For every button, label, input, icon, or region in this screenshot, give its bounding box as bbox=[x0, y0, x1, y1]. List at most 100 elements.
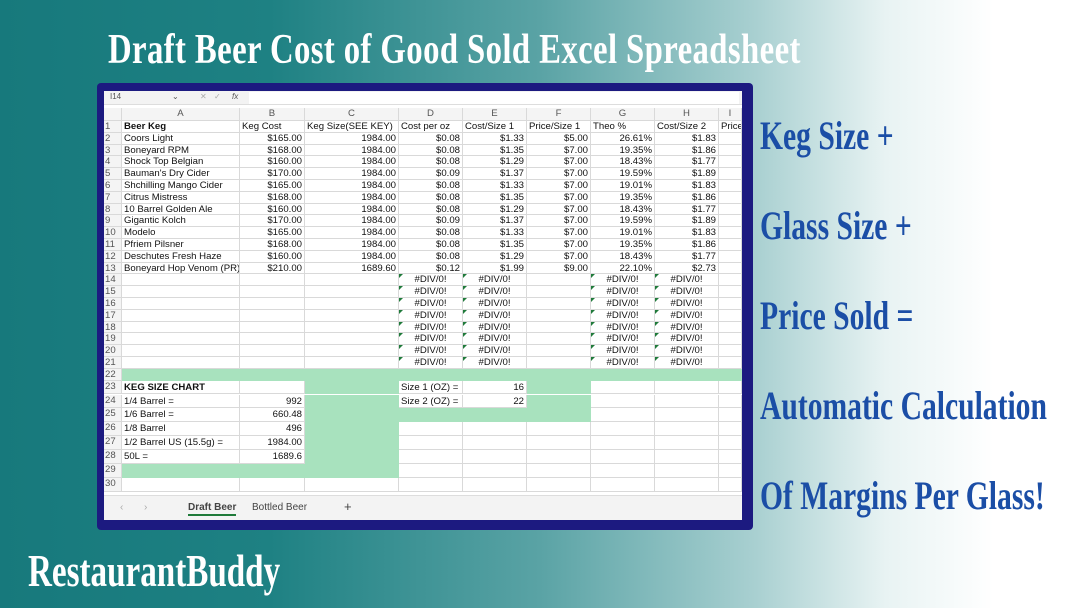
cell-d27[interactable] bbox=[399, 436, 463, 451]
row-header[interactable]: 19 bbox=[104, 333, 122, 346]
cell-i19[interactable] bbox=[719, 333, 742, 346]
cell-c27[interactable] bbox=[305, 436, 399, 451]
cell-e17[interactable]: #DIV/0! bbox=[463, 309, 527, 322]
cell-d30[interactable] bbox=[399, 477, 463, 492]
chevron-down-icon[interactable]: ⌄ bbox=[172, 92, 179, 101]
cell-i15[interactable] bbox=[719, 286, 742, 298]
cell-f30[interactable] bbox=[527, 477, 591, 492]
cell-b23[interactable] bbox=[240, 380, 305, 395]
cell-h24[interactable] bbox=[655, 394, 719, 409]
cell-i16[interactable] bbox=[719, 298, 742, 310]
cell-c20[interactable] bbox=[305, 345, 399, 357]
name-box[interactable]: I14 bbox=[110, 92, 122, 101]
cell-b17[interactable] bbox=[240, 309, 305, 322]
cell-d12[interactable]: $0.08 bbox=[399, 250, 463, 263]
cell-a29[interactable] bbox=[122, 464, 240, 478]
cell-e5[interactable]: $1.37 bbox=[463, 168, 527, 180]
cell-h10[interactable]: $1.83 bbox=[655, 227, 719, 239]
cell-d17[interactable]: #DIV/0! bbox=[399, 309, 463, 322]
cell-g3[interactable]: 19.35% bbox=[591, 144, 655, 157]
cell-c14[interactable] bbox=[305, 274, 399, 287]
cell-f2[interactable]: $5.00 bbox=[527, 132, 591, 145]
cell-g4[interactable]: 18.43% bbox=[591, 156, 655, 169]
cell-g26[interactable] bbox=[591, 422, 655, 437]
cell-f11[interactable]: $7.00 bbox=[527, 239, 591, 251]
cell-d22[interactable] bbox=[399, 368, 463, 381]
cell-b5[interactable]: $170.00 bbox=[240, 168, 305, 180]
cell-d8[interactable]: $0.08 bbox=[399, 203, 463, 216]
row-header[interactable]: 10 bbox=[104, 227, 122, 239]
cell-b27[interactable]: 1984.00 bbox=[240, 436, 305, 451]
cell-i14[interactable] bbox=[719, 274, 742, 287]
row-header[interactable]: 29 bbox=[104, 464, 122, 478]
cell-e29[interactable] bbox=[463, 464, 527, 478]
confirm-icon[interactable]: ✓ bbox=[214, 92, 221, 101]
cell-b14[interactable] bbox=[240, 274, 305, 287]
cell-i20[interactable] bbox=[719, 345, 742, 357]
cell-f28[interactable] bbox=[527, 450, 591, 464]
row-header[interactable]: 15 bbox=[104, 286, 122, 298]
cell-c10[interactable]: 1984.00 bbox=[305, 227, 399, 239]
row-header[interactable]: 8 bbox=[104, 203, 122, 216]
cell-f27[interactable] bbox=[527, 436, 591, 451]
cell-c7[interactable]: 1984.00 bbox=[305, 191, 399, 204]
row-header[interactable]: 9 bbox=[104, 215, 122, 228]
cell-h25[interactable] bbox=[655, 408, 719, 423]
cell-h15[interactable]: #DIV/0! bbox=[655, 286, 719, 298]
cell-h2[interactable]: $1.83 bbox=[655, 132, 719, 145]
cell-c28[interactable] bbox=[305, 450, 399, 464]
column-header-g[interactable]: G bbox=[591, 108, 655, 121]
cell-d15[interactable]: #DIV/0! bbox=[399, 286, 463, 298]
cell-e22[interactable] bbox=[463, 368, 527, 381]
cell-h19[interactable]: #DIV/0! bbox=[655, 333, 719, 346]
cell-i29[interactable] bbox=[719, 464, 742, 478]
cell-h5[interactable]: $1.89 bbox=[655, 168, 719, 180]
cell-h11[interactable]: $1.86 bbox=[655, 239, 719, 251]
cell-f29[interactable] bbox=[527, 464, 591, 478]
cell-d18[interactable]: #DIV/0! bbox=[399, 321, 463, 334]
cell-d7[interactable]: $0.08 bbox=[399, 191, 463, 204]
cell-i1[interactable]: Price bbox=[719, 121, 742, 133]
cell-h23[interactable] bbox=[655, 380, 719, 395]
cell-g12[interactable]: 18.43% bbox=[591, 250, 655, 263]
cell-f24[interactable] bbox=[527, 394, 591, 409]
cell-i6[interactable] bbox=[719, 180, 742, 192]
cell-g20[interactable]: #DIV/0! bbox=[591, 345, 655, 357]
cell-a2[interactable]: Coors Light bbox=[122, 132, 240, 145]
column-header-i[interactable]: I bbox=[719, 108, 742, 121]
cell-g17[interactable]: #DIV/0! bbox=[591, 309, 655, 322]
cell-e13[interactable]: $1.99 bbox=[463, 262, 527, 275]
cell-d13[interactable]: $0.12 bbox=[399, 262, 463, 275]
cell-c11[interactable]: 1984.00 bbox=[305, 239, 399, 251]
row-header[interactable]: 13 bbox=[104, 262, 122, 275]
cell-h16[interactable]: #DIV/0! bbox=[655, 298, 719, 310]
cell-c26[interactable] bbox=[305, 422, 399, 437]
row-header[interactable]: 14 bbox=[104, 274, 122, 287]
cell-g7[interactable]: 19.35% bbox=[591, 191, 655, 204]
cell-g24[interactable] bbox=[591, 394, 655, 409]
cell-d5[interactable]: $0.09 bbox=[399, 168, 463, 180]
cell-b12[interactable]: $160.00 bbox=[240, 250, 305, 263]
cell-a26[interactable]: 1/8 Barrel bbox=[122, 422, 240, 437]
row-header[interactable]: 21 bbox=[104, 357, 122, 369]
cell-h9[interactable]: $1.89 bbox=[655, 215, 719, 228]
cell-i18[interactable] bbox=[719, 321, 742, 334]
cell-b16[interactable] bbox=[240, 298, 305, 310]
cell-b13[interactable]: $210.00 bbox=[240, 262, 305, 275]
cell-g10[interactable]: 19.01% bbox=[591, 227, 655, 239]
cell-b24[interactable]: 992 bbox=[240, 394, 305, 409]
cell-e27[interactable] bbox=[463, 436, 527, 451]
cell-e3[interactable]: $1.35 bbox=[463, 144, 527, 157]
row-header[interactable]: 23 bbox=[104, 380, 122, 395]
cell-c9[interactable]: 1984.00 bbox=[305, 215, 399, 228]
cell-a7[interactable]: Citrus Mistress bbox=[122, 191, 240, 204]
cell-g8[interactable]: 18.43% bbox=[591, 203, 655, 216]
cell-i17[interactable] bbox=[719, 309, 742, 322]
cell-e18[interactable]: #DIV/0! bbox=[463, 321, 527, 334]
cell-c24[interactable] bbox=[305, 394, 399, 409]
cell-h4[interactable]: $1.77 bbox=[655, 156, 719, 169]
select-all-corner[interactable] bbox=[104, 108, 122, 121]
cell-a12[interactable]: Deschutes Fresh Haze bbox=[122, 250, 240, 263]
cell-h12[interactable]: $1.77 bbox=[655, 250, 719, 263]
cell-c1[interactable]: Keg Size(SEE KEY) bbox=[305, 121, 399, 133]
